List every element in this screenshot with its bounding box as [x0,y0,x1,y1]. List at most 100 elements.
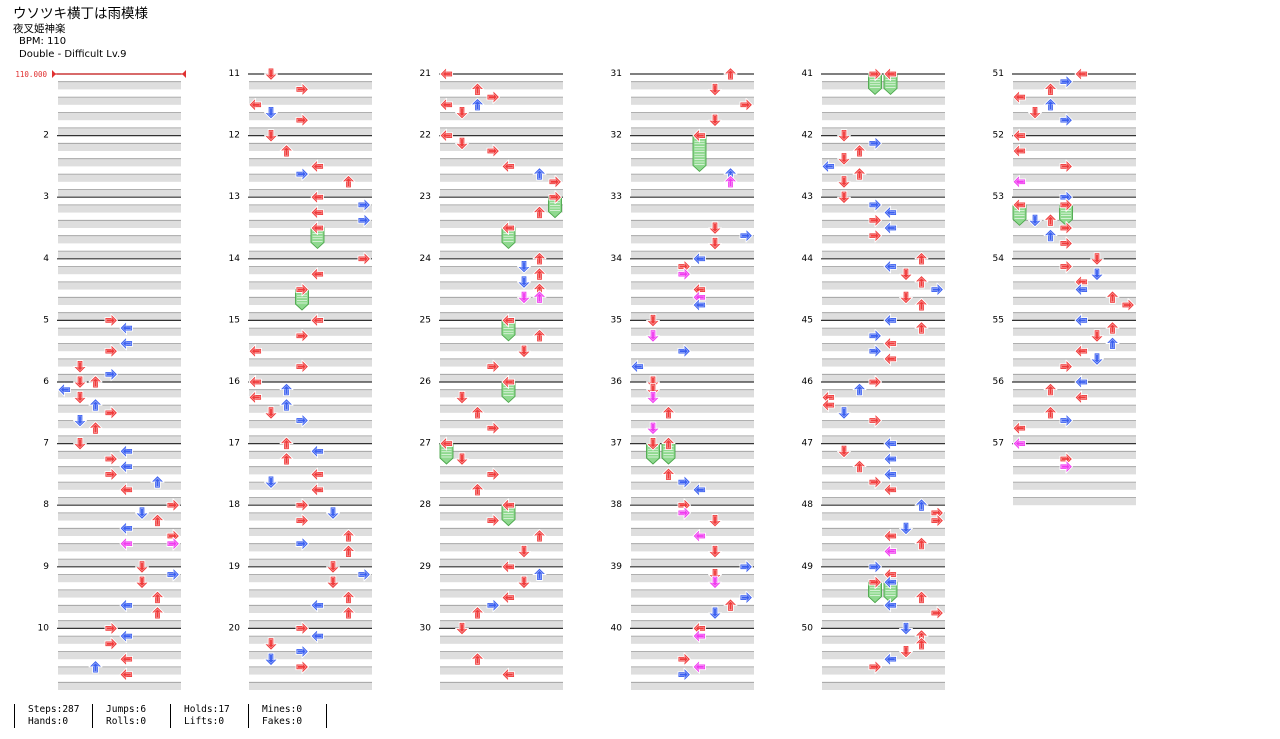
beat-band [58,512,181,521]
beat-band [631,251,754,259]
left-arrow-icon [119,321,133,336]
right-arrow-icon [1121,298,1135,312]
right-arrow-icon [548,174,562,189]
stat-lifts: Lifts:0 [184,716,225,727]
beat-band [631,281,754,290]
song-header: ウソツキ横丁は雨模様 夜叉姫神楽 BPM: 110 Double - Diffi… [13,6,148,61]
up-arrow-icon [914,298,929,312]
beat-band [631,158,754,167]
beat-band [249,405,372,413]
beat-band [249,81,372,90]
beat-band [631,512,754,521]
hold-body [439,443,454,465]
stat-divider [326,704,328,728]
measure-19: 19 [229,562,372,629]
right-arrow-icon [357,197,371,212]
beat-band [822,420,945,429]
beat-band [249,174,372,182]
measure-number: 21 [420,69,431,79]
beat-band [822,112,945,121]
left-arrow-icon [1012,421,1026,436]
down-arrow-icon [326,506,340,520]
left-arrow-icon [1012,197,1026,212]
beat-band [58,328,181,336]
stat-hands: Hands:0 [28,716,69,727]
up-arrow-icon [532,167,547,181]
beat-band [822,312,945,321]
beat-band [249,189,372,198]
beat-band [631,328,754,336]
beat-band [631,112,754,121]
beat-band [440,251,563,259]
beat-band [822,235,945,244]
right-arrow-icon [930,513,944,528]
measure-number: 51 [993,69,1004,79]
measure-33: 33 [611,192,754,259]
beat-band [249,251,372,259]
beat-band [58,220,181,228]
down-arrow-icon [264,652,278,667]
beat-band [822,281,945,290]
up-arrow-icon [532,529,547,543]
beat-band [1013,343,1136,352]
beat-band [1013,482,1136,490]
measure-number: 3 [43,192,49,202]
left-arrow-icon [692,529,706,543]
measure-number: 46 [802,377,814,387]
beat-band [58,420,181,429]
measure-number: 25 [420,315,431,325]
beat-band [58,620,181,629]
up-arrow-icon [88,375,103,389]
measure-number: 26 [420,377,432,387]
left-arrow-icon [310,629,324,644]
measure-number: 9 [43,562,49,572]
stat-column: Steps:287 Hands:0 [14,704,92,728]
right-arrow-icon [104,405,118,420]
beat-band [440,512,563,521]
up-arrow-icon [914,498,929,512]
right-arrow-icon [104,636,118,651]
stat-holds: Holds:17 [184,704,230,715]
right-arrow-icon [677,344,691,359]
down-arrow-icon [135,560,149,574]
measure-number: 39 [611,562,623,572]
measure-number: 14 [229,254,241,264]
up-arrow-icon [470,652,485,666]
down-arrow-icon [708,575,722,590]
up-arrow-icon [341,174,356,189]
beat-band [1013,251,1136,259]
beat-band [440,189,563,198]
measure-1 [57,73,181,136]
measure-51: 51 [993,69,1136,136]
left-arrow-icon [821,159,835,174]
right-arrow-icon [677,267,691,282]
down-arrow-icon [264,67,278,81]
up-arrow-icon [1043,382,1058,397]
beat-band [58,81,181,90]
left-arrow-icon [501,498,515,513]
down-arrow-icon [899,521,913,536]
up-arrow-icon [1043,228,1058,243]
down-arrow-icon [708,82,722,97]
beat-band [631,651,754,660]
measure-10: 10 [38,623,181,690]
beat-band [249,389,372,398]
down-arrow-icon [264,129,278,143]
beat-band [631,266,754,275]
beat-band [631,204,754,213]
left-arrow-icon [501,559,515,574]
beat-band [631,435,754,444]
down-arrow-icon [73,414,87,428]
up-arrow-icon [532,205,547,220]
down-arrow-icon [646,421,660,436]
beat-band [440,405,563,413]
beat-band [1013,297,1136,305]
beat-band [58,389,181,398]
left-arrow-icon [692,298,706,312]
left-arrow-icon [439,436,453,451]
left-arrow-icon [310,467,324,482]
beat-band [1013,405,1136,413]
down-arrow-icon [708,606,722,620]
beat-band [631,636,754,644]
measure-number: 15 [229,315,240,325]
